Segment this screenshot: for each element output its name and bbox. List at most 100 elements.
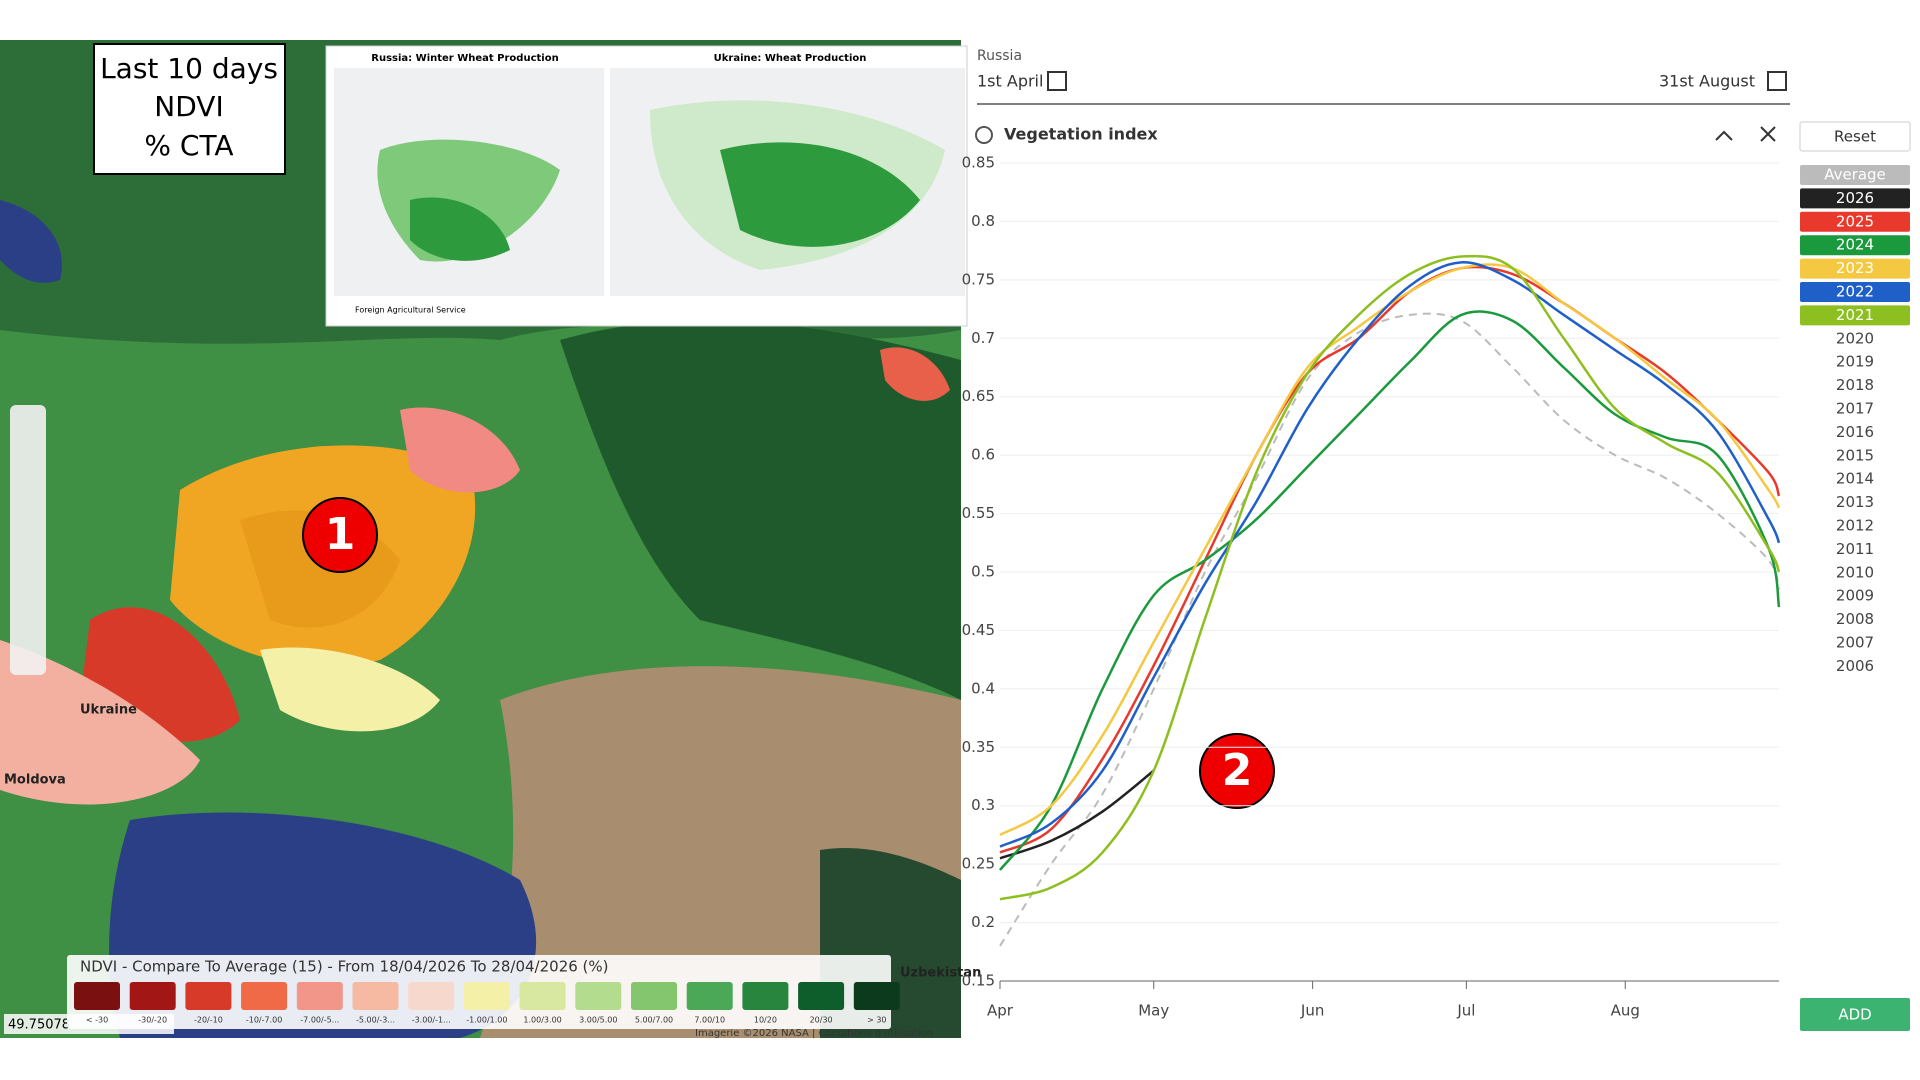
legend-swatch <box>686 982 733 1010</box>
series-line <box>999 310 1781 871</box>
year-option[interactable]: 2015 <box>1836 446 1874 464</box>
legend-label: -20/-10 <box>194 1016 223 1025</box>
add-button[interactable] <box>1800 998 1910 1031</box>
x-tick-label: May <box>1138 1002 1169 1020</box>
x-tick-label: Apr <box>987 1002 1014 1020</box>
end-date[interactable]: 31st August <box>1659 72 1755 91</box>
overlay-line: NDVI <box>154 90 223 123</box>
overlay-box <box>93 43 286 175</box>
legend-label[interactable]: 2024 <box>1836 236 1874 254</box>
legend-label: 3.00/5.00 <box>579 1016 617 1025</box>
inset-title: Russia: Winter Wheat Production <box>371 53 558 64</box>
legend-label[interactable]: 2025 <box>1836 212 1874 230</box>
legend-label: 20/30 <box>810 1016 833 1025</box>
year-option[interactable]: 2014 <box>1836 470 1874 488</box>
y-tick-label: 0.7 <box>971 329 995 347</box>
year-option[interactable]: 2013 <box>1836 493 1874 511</box>
year-option[interactable]: 2009 <box>1836 587 1874 605</box>
y-tick-label: 0.85 <box>962 154 995 172</box>
legend-swatch <box>463 982 510 1010</box>
year-option[interactable]: 2007 <box>1836 634 1874 652</box>
legend-label[interactable]: 2026 <box>1836 189 1874 207</box>
year-option[interactable]: 2012 <box>1836 517 1874 535</box>
legend-swatch <box>296 982 343 1010</box>
year-option[interactable]: 2010 <box>1836 563 1874 581</box>
reset-button[interactable] <box>1799 121 1911 152</box>
y-tick-label: 0.25 <box>962 855 995 873</box>
y-tick-label: 0.55 <box>962 504 995 522</box>
series-line <box>999 265 1781 854</box>
legend-swatch <box>241 982 288 1010</box>
year-option[interactable]: 2017 <box>1836 400 1874 418</box>
legend-label: -5.00/-3... <box>356 1016 395 1025</box>
chart-title: Vegetation index <box>1004 125 1158 144</box>
year-option[interactable]: 2006 <box>1836 657 1874 675</box>
legend-label[interactable]: 2023 <box>1836 259 1874 277</box>
legend-label: -7.00/-5... <box>300 1016 339 1025</box>
year-option[interactable]: 2020 <box>1836 329 1874 347</box>
legend-swatch <box>74 982 120 1010</box>
legend-button[interactable] <box>1800 188 1910 209</box>
legend-swatch <box>631 982 677 1010</box>
year-option[interactable]: 2008 <box>1836 610 1874 628</box>
legend-swatch <box>798 982 845 1010</box>
year-option[interactable]: 2016 <box>1836 423 1874 441</box>
legend-label: -30/-20 <box>138 1016 167 1025</box>
map-legend-title: NDVI - Compare To Average (15) - From 18… <box>80 958 609 976</box>
reset-label[interactable]: Reset <box>1834 128 1876 146</box>
inset-agency: Foreign Agricultural Service <box>355 306 466 315</box>
legend-swatch <box>742 982 789 1010</box>
marker: 2 <box>1222 745 1253 796</box>
y-tick-label: 0.35 <box>962 738 995 756</box>
map-label: Uzbekistan <box>900 966 981 981</box>
series-line <box>999 254 1781 901</box>
attribution: Imagerie ©2026 NASA | Conditions d'utili… <box>695 1028 933 1039</box>
marker: 1 <box>325 509 356 560</box>
legend-label: 7.00/10 <box>694 1016 725 1025</box>
start-date[interactable]: 1st April <box>977 72 1043 91</box>
legend-button[interactable] <box>1800 165 1910 185</box>
legend-swatch <box>519 982 566 1010</box>
legend-swatch <box>185 982 232 1010</box>
add-label[interactable]: ADD <box>1838 1006 1871 1024</box>
map-label: Ukraine <box>80 703 137 718</box>
overlay-line: % CTA <box>144 129 233 162</box>
series-line <box>999 312 1780 947</box>
y-tick-label: 0.6 <box>971 446 995 464</box>
legend-label: 5.00/7.00 <box>635 1016 673 1025</box>
y-tick-label: 0.15 <box>962 972 995 990</box>
legend-swatch <box>352 982 399 1010</box>
legend-swatch <box>853 982 900 1010</box>
y-tick-label: 0.8 <box>971 212 995 230</box>
legend-swatch <box>575 982 622 1010</box>
legend-swatch <box>129 982 176 1010</box>
legend-swatch <box>408 982 455 1010</box>
legend-button[interactable] <box>1800 305 1910 326</box>
legend-label: 10/20 <box>754 1016 777 1025</box>
inset: Russia: Winter Wheat Production Ukraine:… <box>325 45 968 327</box>
y-tick-label: 0.5 <box>971 563 995 581</box>
year-option[interactable]: 2011 <box>1836 540 1874 558</box>
legend-label: -3.00/-1... <box>412 1016 451 1025</box>
overlay-line: Last 10 days <box>100 52 278 85</box>
legend-label[interactable]: 2021 <box>1836 306 1874 324</box>
year-option[interactable]: 2018 <box>1836 376 1874 394</box>
x-tick-label: Jun <box>1300 1002 1324 1020</box>
map-label: Moldova <box>4 773 66 788</box>
inset-title: Ukraine: Wheat Production <box>714 53 867 64</box>
legend-label: > 30 <box>867 1016 886 1025</box>
legend-button[interactable] <box>1800 282 1910 302</box>
legend-label[interactable]: Average <box>1824 166 1886 184</box>
legend-label: 1.00/3.00 <box>523 1016 561 1025</box>
legend-label[interactable]: 2022 <box>1836 283 1874 301</box>
legend-button[interactable] <box>1800 211 1910 232</box>
y-tick-label: 0.45 <box>962 621 995 639</box>
year-option[interactable]: 2019 <box>1836 353 1874 371</box>
legend-button[interactable] <box>1800 258 1910 279</box>
region: Russia <box>977 48 1022 64</box>
legend-label: -10/-7.00 <box>246 1016 282 1025</box>
legend-button[interactable] <box>1800 235 1910 256</box>
y-tick-label: 0.4 <box>971 679 995 697</box>
